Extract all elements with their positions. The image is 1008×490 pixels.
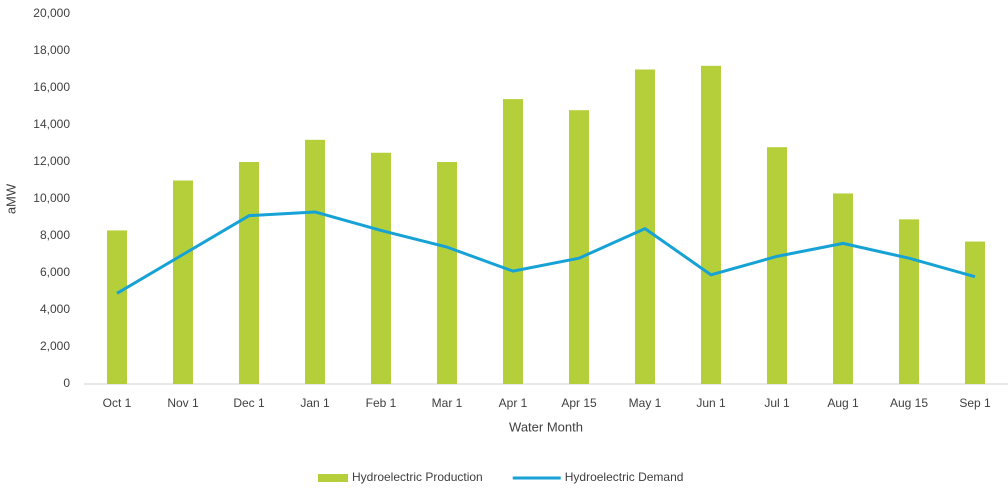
x-tick-label: Mar 1: [432, 396, 463, 410]
x-tick-label: Feb 1: [366, 396, 397, 410]
x-tick-label: Nov 1: [167, 396, 199, 410]
y-tick-label: 6,000: [40, 265, 70, 279]
x-tick-label: Apr 15: [561, 396, 597, 410]
x-tick-label: Aug 1: [827, 396, 859, 410]
bar: [701, 65, 721, 385]
x-tick-label: Oct 1: [103, 396, 132, 410]
bar: [239, 162, 259, 384]
y-axis-title: aMW: [3, 183, 18, 214]
legend-label: Hydroelectric Demand: [565, 470, 684, 484]
line: [116, 210, 976, 295]
bar: [503, 99, 523, 384]
x-tick-label: Jan 1: [300, 396, 330, 410]
bar: [305, 139, 325, 384]
y-tick-label: 0: [63, 376, 70, 390]
y-tick-label: 20,000: [33, 6, 70, 20]
x-tick-label: Sep 1: [959, 396, 991, 410]
bar: [371, 152, 391, 384]
y-tick-label: 12,000: [33, 154, 70, 168]
x-tick-label: Dec 1: [233, 396, 265, 410]
y-tick-label: 18,000: [33, 43, 70, 57]
x-tick-label: May 1: [629, 396, 662, 410]
bar: [965, 241, 985, 384]
y-tick-label: 16,000: [33, 80, 70, 94]
y-tick-label: 10,000: [33, 191, 70, 205]
bar: [833, 193, 853, 384]
y-tick-label: 14,000: [33, 117, 70, 131]
legend-label: Hydroelectric Production: [352, 470, 483, 484]
x-tick-label: Jul 1: [764, 396, 790, 410]
y-tick-label: 2,000: [40, 339, 70, 353]
bar: [899, 219, 919, 384]
y-tick-label: 8,000: [40, 228, 70, 242]
bar: [107, 230, 127, 384]
bar: [767, 147, 787, 384]
bar: [173, 180, 193, 384]
bar: [635, 69, 655, 384]
bar: [569, 110, 589, 384]
x-axis-title: Water Month: [509, 419, 583, 434]
y-tick-label: 4,000: [40, 302, 70, 316]
x-tick-label: Aug 15: [890, 396, 928, 410]
bar: [437, 162, 457, 384]
legend-swatch: [318, 474, 348, 482]
x-tick-label: Apr 1: [499, 396, 528, 410]
x-tick-label: Jun 1: [696, 396, 726, 410]
